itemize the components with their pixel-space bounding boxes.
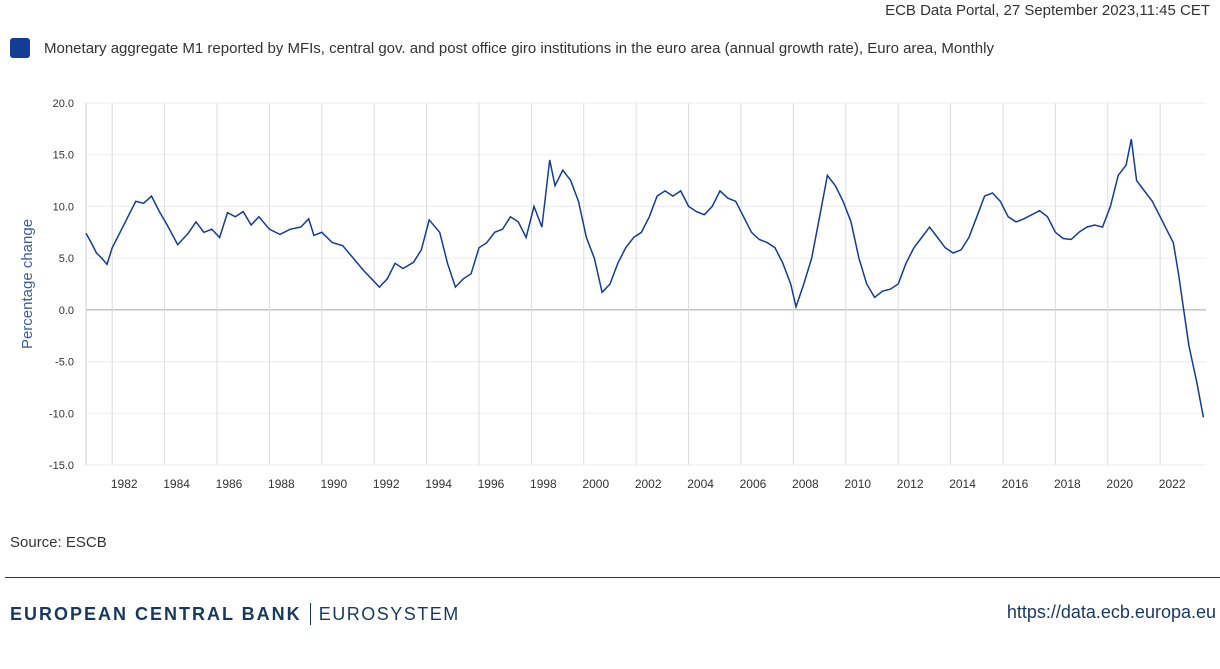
x-tick-label: 2018 [1054,477,1081,491]
legend-entry-m1: Monetary aggregate M1 reported by MFIs, … [44,39,994,57]
x-tick-label: 2012 [897,477,924,491]
x-tick-label: 1992 [373,477,400,491]
source-note: Source: ESCB [10,534,107,551]
x-tick-label: 2014 [949,477,976,491]
x-tick-label: 2006 [740,477,767,491]
x-tick-label: 2004 [687,477,714,491]
logo-separator [309,603,311,625]
y-tick-label: 10.0 [53,201,74,213]
series-line-m1 [85,139,1205,418]
x-tick-label: 2022 [1159,477,1186,491]
x-tick-label: 2000 [582,477,609,491]
x-axis-ticks: 1982 1984 1986 1988 1990 1992 1994 1996 1998 2000… [111,477,1186,491]
line-chart: 20.015.010.05.00.0-5.0-10.0-15.0 1982 198… [19,98,1206,491]
x-tick-label: 2020 [1106,477,1133,491]
y-tick-label: 15.0 [53,150,74,162]
ecb-logo: EUROPEAN CENTRAL BANK EUROSYSTEM [10,603,460,625]
x-tick-label: 2016 [1002,477,1029,491]
ecb-name: EUROPEAN CENTRAL BANK [10,603,302,624]
x-tick-label: 1990 [320,477,347,491]
y-tick-label: -10.0 [49,408,74,420]
x-tick-label: 2010 [844,477,871,491]
y-tick-label: 0.0 [59,305,74,317]
y-tick-label: 20.0 [53,98,74,110]
eurosystem-name: EUROSYSTEM [318,603,460,624]
x-tick-label: 2002 [635,477,662,491]
y-tick-label: -5.0 [55,357,74,369]
x-tick-label: 1998 [530,477,557,491]
x-tick-label: 1996 [478,477,505,491]
x-tick-label: 2008 [792,477,819,491]
x-tick-label: 1986 [216,477,243,491]
y-axis-label: Percentage change [19,219,36,349]
chart-legend[interactable]: Monetary aggregate M1 reported by MFIs, … [10,38,994,58]
x-tick-label: 1994 [425,477,452,491]
chart-grid [85,102,1206,466]
export-timestamp: ECB Data Portal, 27 September 2023,11:45… [885,2,1210,19]
x-tick-label: 1984 [163,477,190,491]
y-tick-label: -15.0 [49,460,74,472]
footer-divider [5,577,1220,578]
portal-link[interactable]: https://data.ecb.europa.eu [1006,602,1216,622]
y-axis-ticks: 20.0 15.0 10.0 5.0 0.0 -5.0 -10.0 -15.0 [49,98,74,472]
y-tick-label: 5.0 [59,253,74,265]
legend-swatch [10,38,30,58]
x-tick-label: 1982 [111,477,138,491]
x-tick-label: 1988 [268,477,295,491]
